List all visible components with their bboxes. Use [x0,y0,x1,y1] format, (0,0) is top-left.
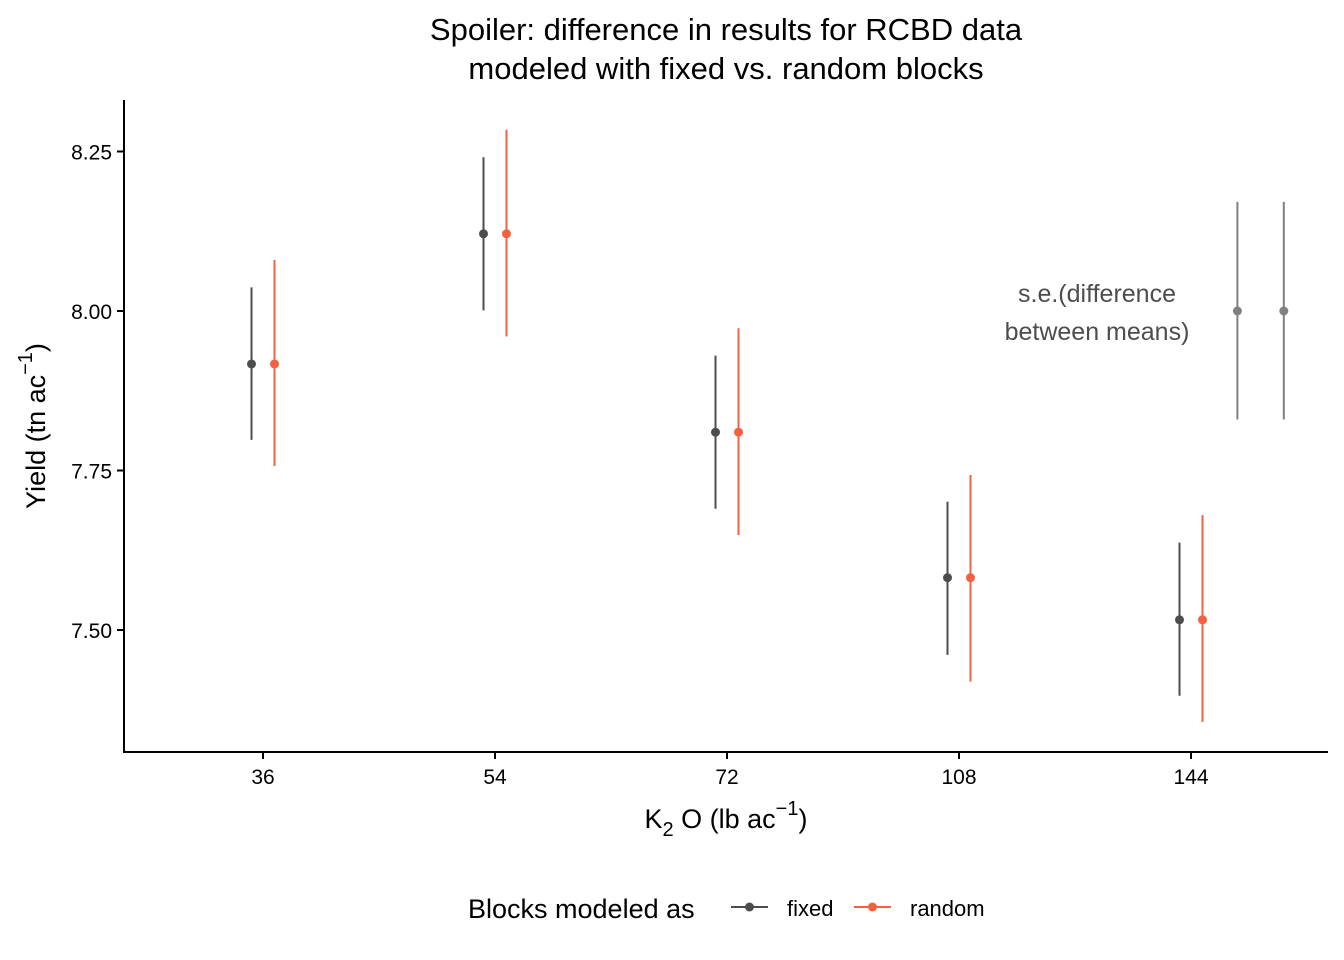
se-difference-point [1232,306,1242,316]
legend-key-fixed-point [745,902,754,912]
x-tick-label: 36 [251,766,274,789]
point-random [502,229,511,239]
point-random [270,359,279,369]
point-fixed [1175,615,1184,625]
legend: Blocks modeled as fixed random [468,894,985,924]
point-random [734,427,743,437]
legend-label-random: random [910,896,985,921]
point-random [966,573,975,583]
y-tick-label: 8.00 [71,301,112,324]
x-axis-title: K2 O (lb ac−1) [645,798,808,841]
x-tick-label: 144 [1173,766,1208,789]
point-random [1198,615,1207,625]
x-tick-label: 108 [941,766,976,789]
x-tick-label: 72 [715,766,738,789]
y-tick-label: 7.50 [71,620,112,643]
point-fixed [943,573,952,583]
y-axis-title: Yield (tn ac−1) [15,343,51,509]
legend-title: Blocks modeled as [468,894,695,924]
y-tick-label: 7.75 [71,461,112,484]
legend-key-random-point [868,902,877,912]
point-fixed [711,427,720,437]
chart-title-line-1: Spoiler: difference in results for RCBD … [430,12,1023,47]
x-tick-label: 54 [483,766,507,789]
chart-title-line-2: modeled with fixed vs. random blocks [468,51,983,86]
se-difference-point [1279,306,1289,316]
y-tick-label: 8.25 [71,142,112,165]
point-fixed [479,229,488,239]
annotation-line-2: between means) [1005,318,1190,346]
point-fixed [247,359,256,369]
legend-label-fixed: fixed [787,896,833,921]
annotation-line-1: s.e.(difference [1018,280,1176,308]
